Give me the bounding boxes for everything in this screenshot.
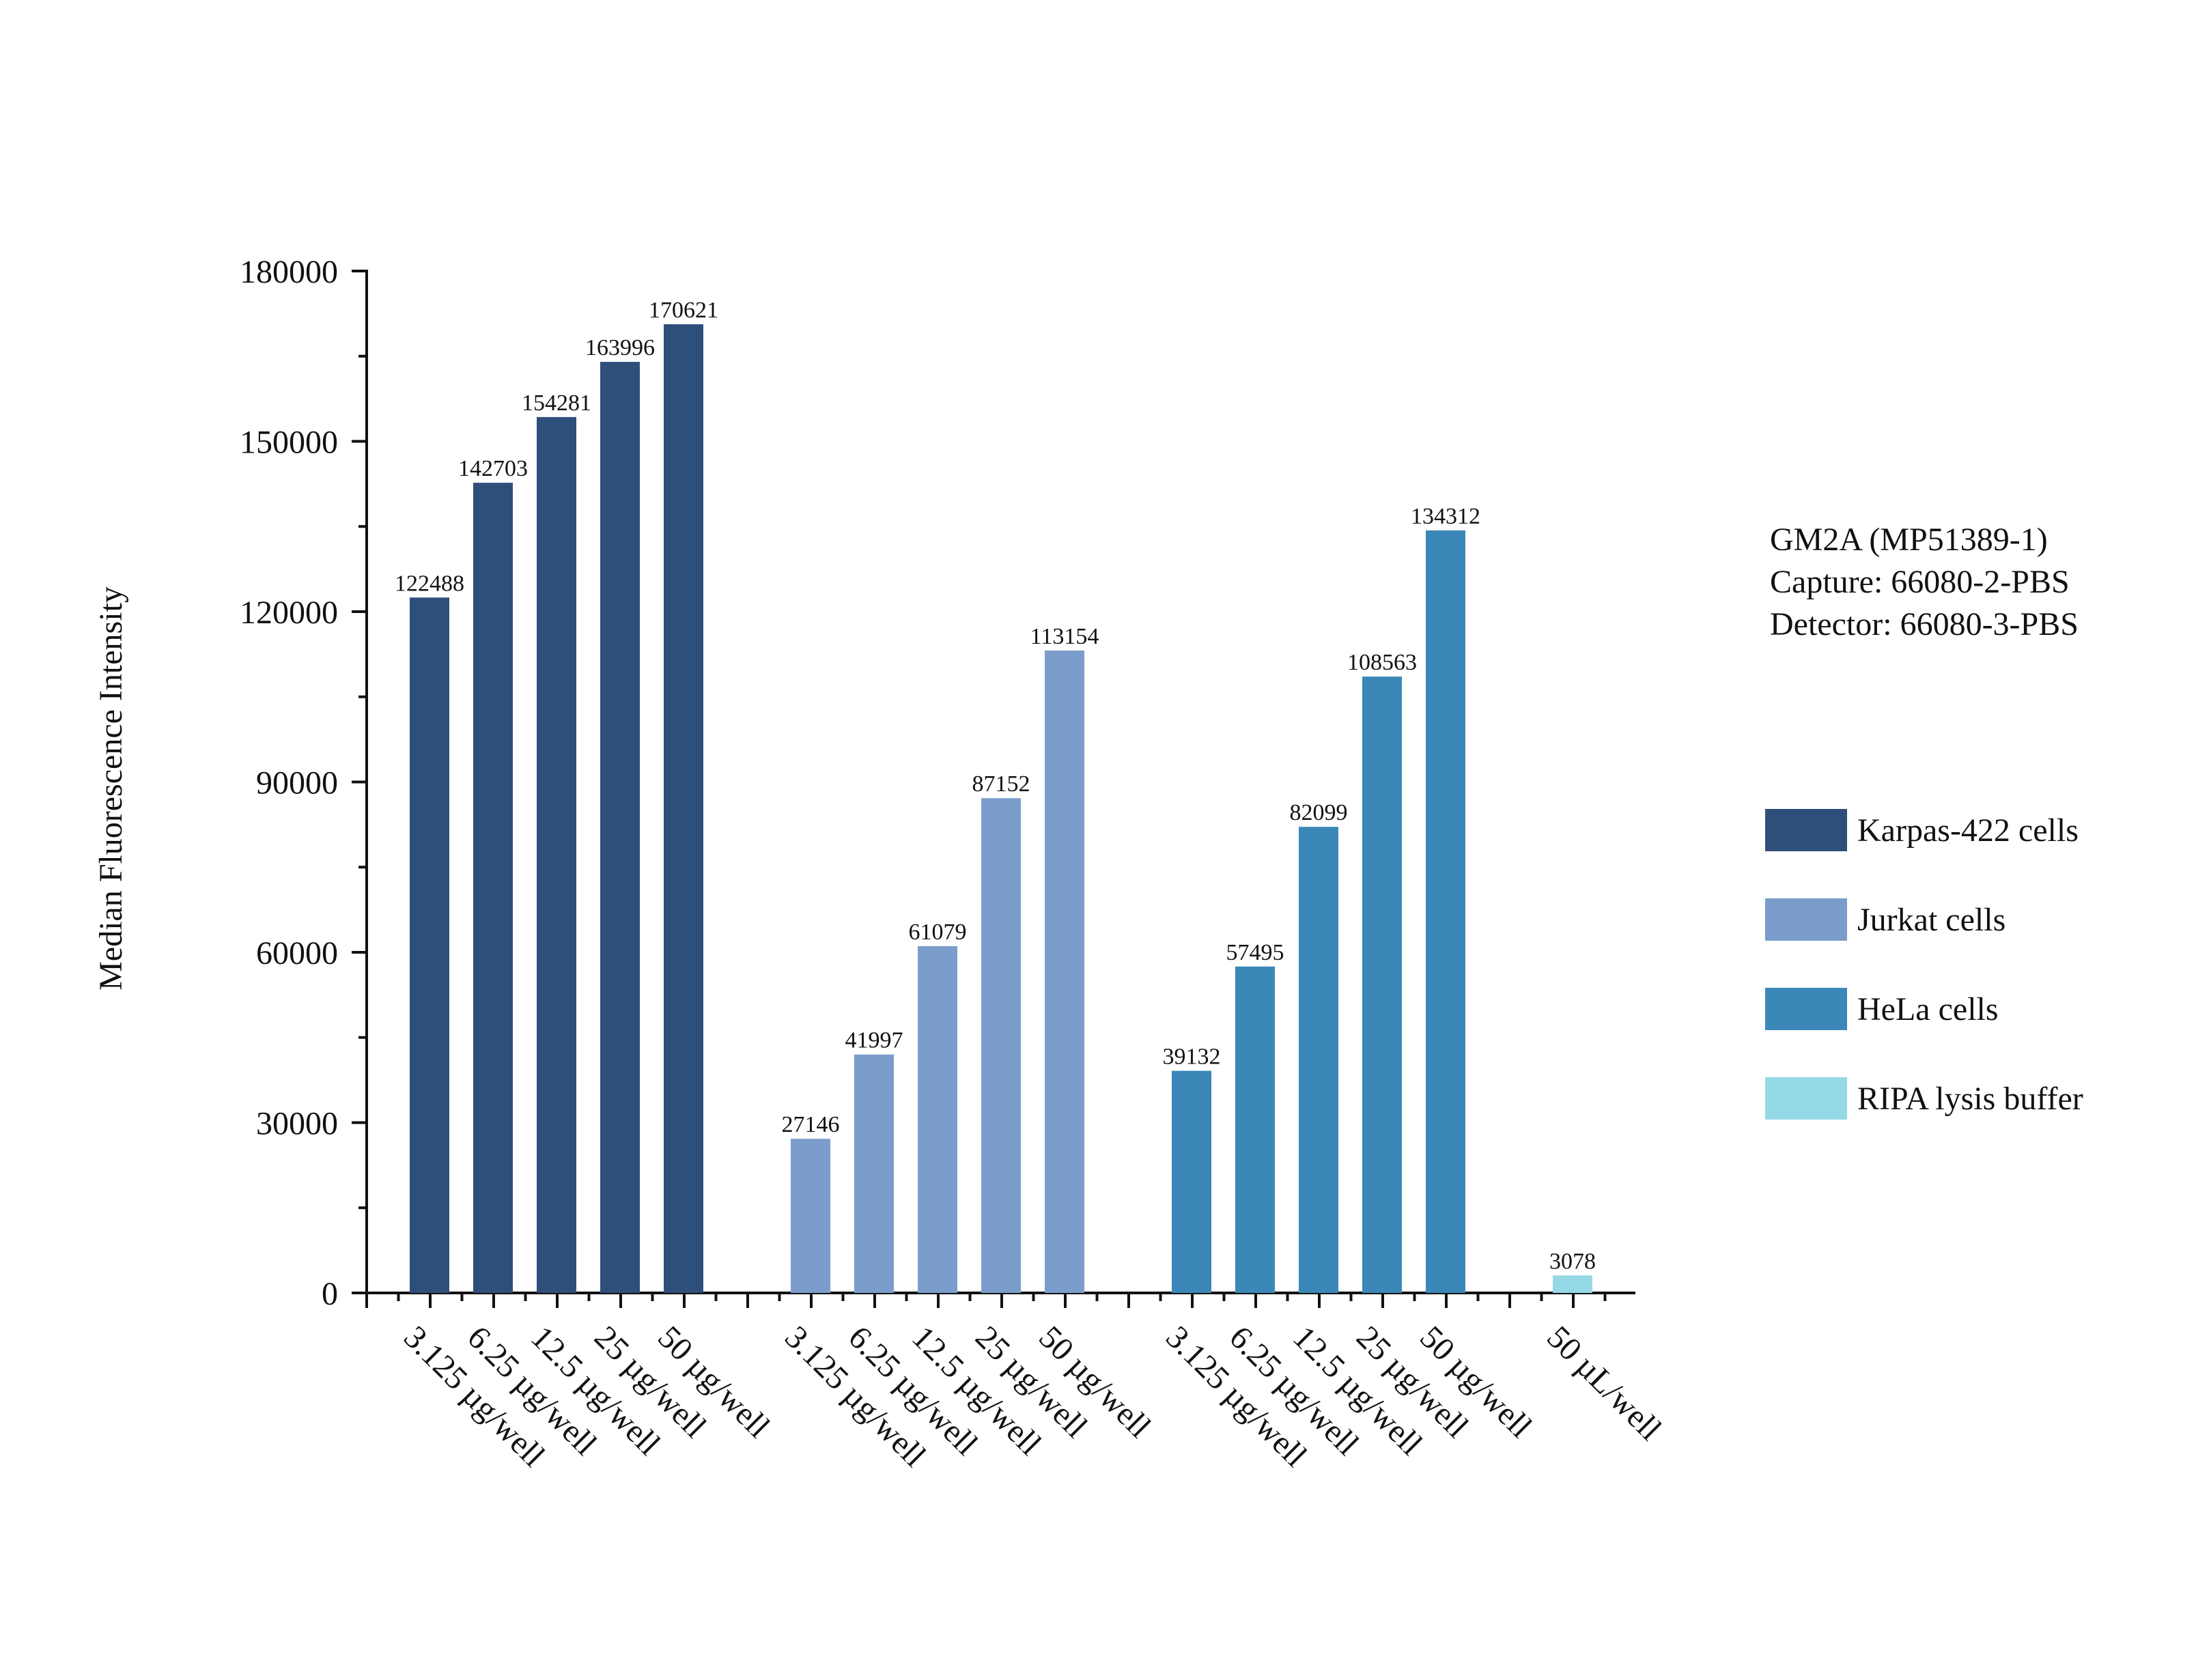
bar (600, 362, 640, 1294)
bar (1426, 530, 1465, 1293)
bar (664, 324, 703, 1294)
bar-value-label: 113154 (1030, 624, 1099, 649)
detector-antibody: Detector: 66080-3-PBS (1770, 606, 2079, 642)
y-tick-label: 0 (322, 1276, 338, 1312)
y-tick-label: 60000 (256, 935, 338, 971)
legend-swatch (1765, 898, 1847, 941)
legend-swatch (1765, 1077, 1847, 1120)
antibody-title: GM2A (MP51389-1) (1770, 522, 2048, 558)
bar (1235, 966, 1275, 1293)
legend-swatch (1765, 809, 1847, 851)
bar-value-label: 57495 (1226, 940, 1284, 965)
bar-value-label: 170621 (649, 298, 718, 323)
bar-value-label: 163996 (585, 335, 655, 360)
bar-value-label: 3078 (1549, 1249, 1596, 1274)
bar-value-labels: 122488 142703 154281 163996 170621 27146 41997… (395, 298, 1596, 1274)
bar-value-label: 39132 (1163, 1044, 1221, 1070)
y-tick-label: 180000 (240, 254, 338, 290)
bar (1299, 827, 1338, 1293)
legend-label: Karpas-422 cells (1857, 812, 2079, 849)
y-axis: 0 30000 60000 90000 120000 150000 180000 (240, 254, 368, 1312)
bar-value-label: 61079 (909, 920, 967, 945)
bar-value-label: 142703 (458, 456, 528, 481)
legend-label: HeLa cells (1857, 991, 1999, 1027)
bar (1553, 1275, 1592, 1293)
bar-value-label: 27146 (782, 1112, 840, 1137)
y-tick-label: 90000 (256, 765, 338, 801)
legend-swatch (1765, 988, 1847, 1030)
bar-value-label: 154281 (522, 390, 591, 416)
legend-label: Jurkat cells (1857, 902, 2006, 938)
bar (1172, 1070, 1211, 1293)
y-axis-title: Median Fluorescence Intensity (93, 586, 129, 991)
bar-value-label: 82099 (1290, 800, 1348, 825)
x-axis (365, 1292, 1635, 1308)
y-tick-label: 120000 (240, 595, 338, 631)
bar-value-label: 41997 (845, 1028, 903, 1053)
bar-value-label: 87152 (972, 771, 1030, 797)
bar (791, 1139, 830, 1293)
assay-info: GM2A (MP51389-1) Capture: 66080-2-PBS De… (1770, 519, 2079, 646)
x-tick-label: 50 µL/well (1540, 1319, 1668, 1447)
bar (410, 597, 449, 1293)
bar-value-label: 108563 (1347, 650, 1417, 675)
y-tick-label: 150000 (240, 425, 338, 461)
bars (410, 324, 1592, 1294)
bar (854, 1054, 894, 1293)
bar-value-label: 122488 (395, 571, 464, 596)
bar (981, 798, 1021, 1293)
y-tick-label: 30000 (256, 1106, 338, 1142)
bar (1362, 677, 1402, 1293)
bar (473, 483, 513, 1293)
bar-value-label: 134312 (1411, 504, 1480, 529)
bar (1045, 650, 1084, 1293)
bar (918, 946, 957, 1293)
capture-antibody: Capture: 66080-2-PBS (1770, 564, 2070, 600)
legend-label: RIPA lysis buffer (1857, 1081, 2083, 1117)
bar (537, 416, 576, 1293)
